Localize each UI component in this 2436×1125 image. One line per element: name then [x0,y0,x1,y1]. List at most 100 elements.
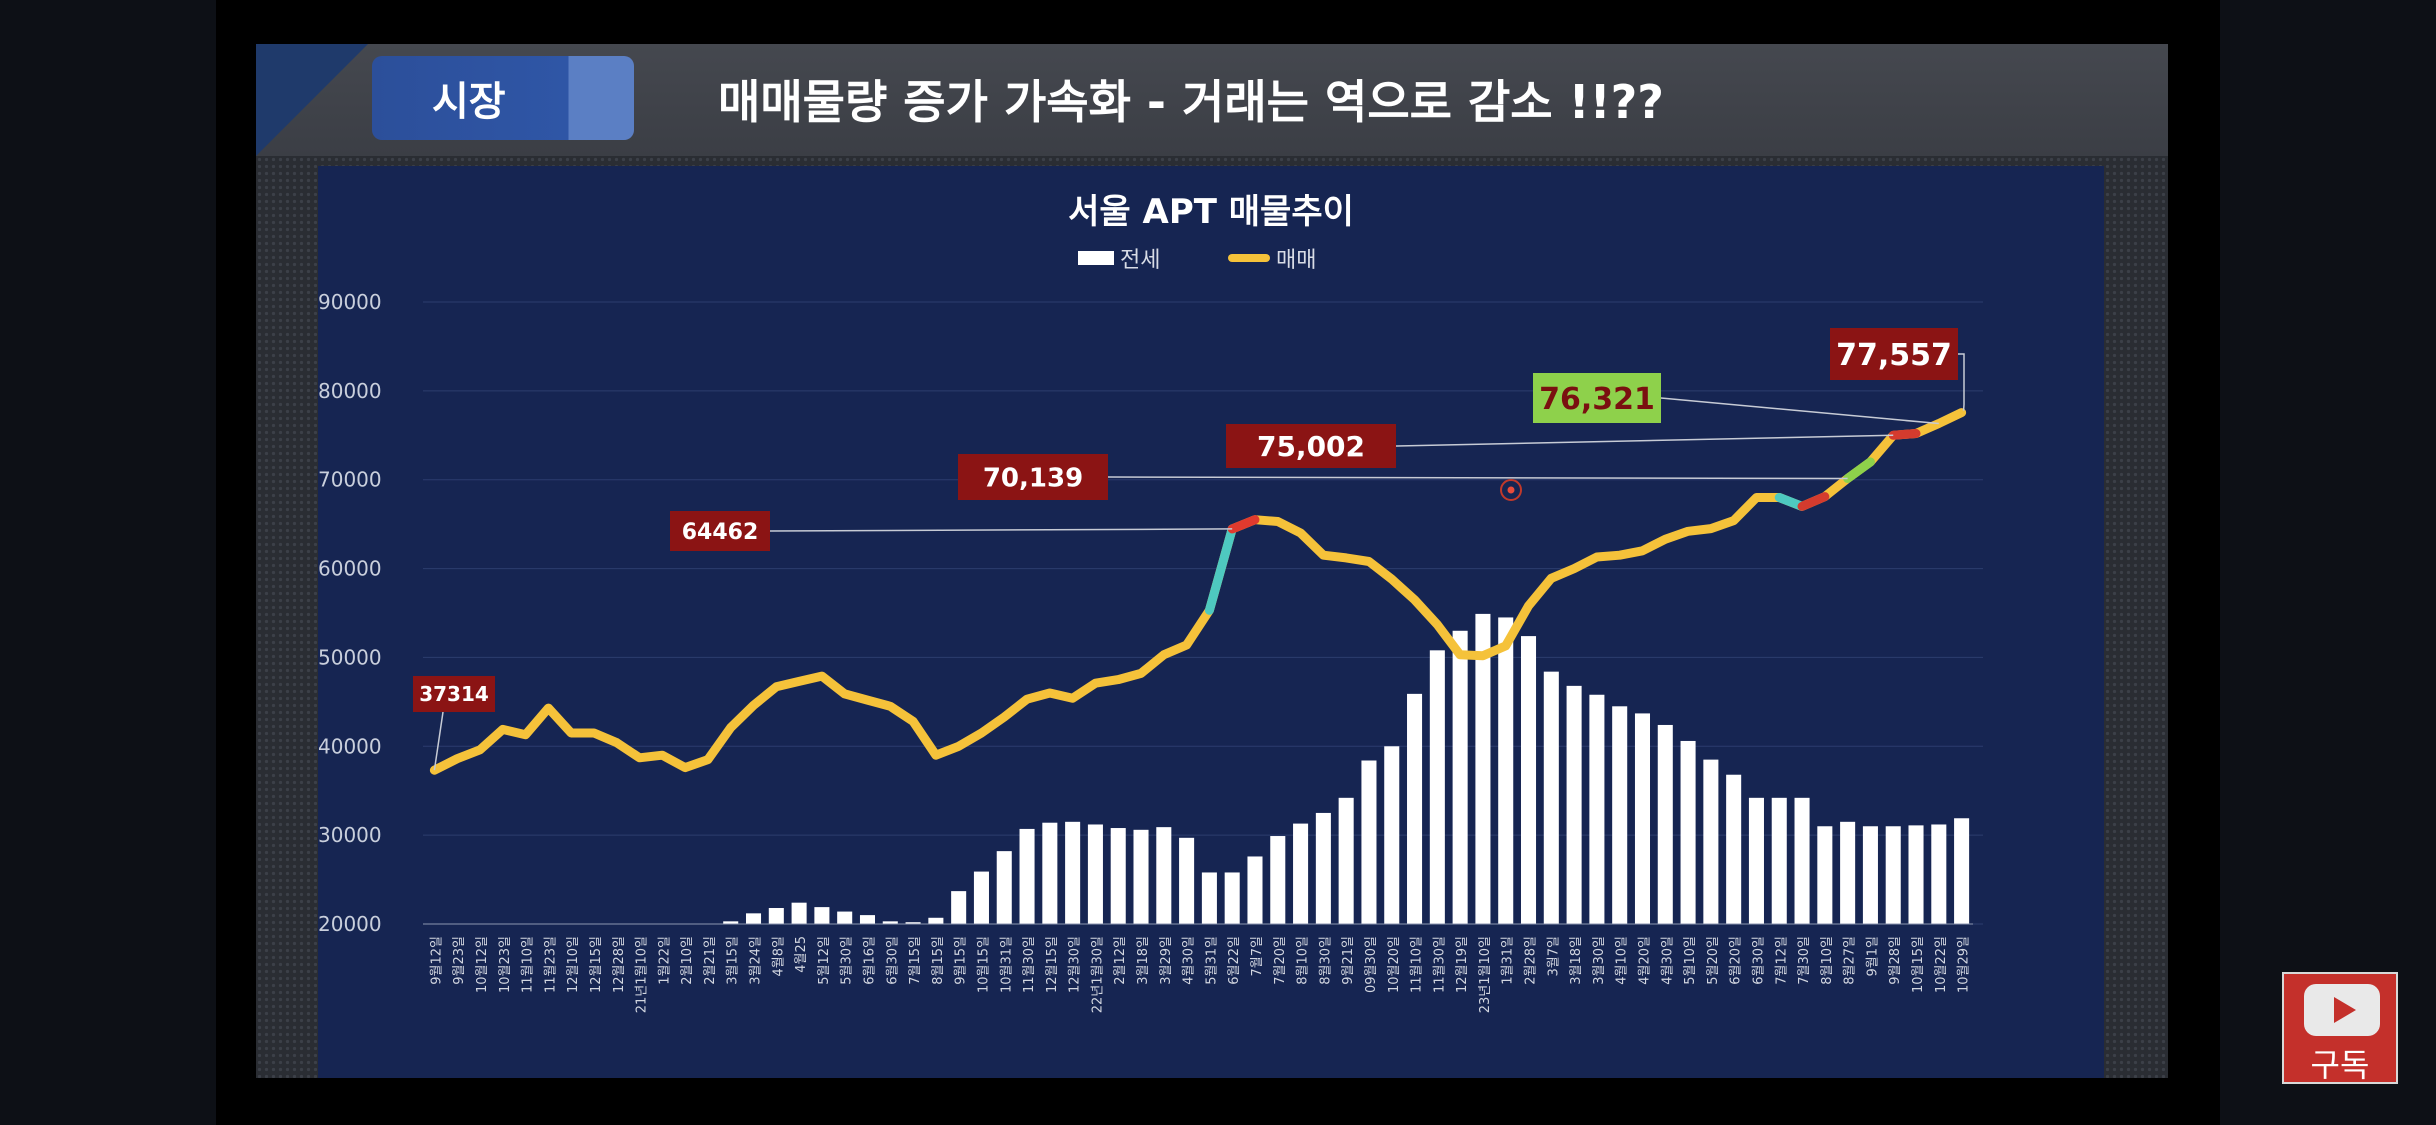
subscribe-label: 구독 [2310,1046,2370,1084]
annotation-leader [433,711,444,771]
bar [1110,828,1126,924]
x-tick-label: 9월28일 [1888,936,1903,985]
x-tick-label: 6월20일 [1729,936,1744,985]
line-series-path [429,408,1967,775]
y-tick-label: 40000 [318,734,382,758]
annotation-box [1226,424,1396,468]
x-tick-label: 09월30일 [1364,936,1379,993]
x-tick-label: 10월31일 [999,936,1014,993]
x-tick-label: 11월30일 [1432,936,1447,993]
bar [1817,826,1833,924]
bar [1703,759,1719,924]
bar [1657,724,1673,924]
bar [1520,636,1537,924]
x-tick-label: 21년1월10일 [635,936,650,1013]
bar [1794,797,1810,924]
x-tick-label: 23년1월10일 [1478,936,1493,1013]
chart-svg: 90000 80000 70000 60000 50000 40000 30000 20000… [318,290,1983,1013]
x-tick-label: 7월15일 [908,936,923,985]
x-tick-label: 3월29일 [1159,936,1174,985]
bar [1862,826,1878,924]
x-tick-label: 9월21일 [1341,936,1356,985]
x-tick-label: 3월18일 [1569,936,1584,985]
x-tick-label: 7월12일 [1774,936,1789,985]
x-tick-label: 5월31일 [1204,936,1219,985]
x-tick-label: 12월15일 [589,936,604,993]
bar [1338,797,1354,924]
bar [1201,872,1217,924]
x-tick-label: 11월10일 [1410,936,1425,993]
bar [1498,617,1514,924]
annotation-box [1533,373,1661,423]
x-tick-label: 4월30일 [1660,936,1675,985]
y-tick-label: 30000 [318,823,382,847]
x-tick-label: 8월30일 [1318,936,1333,985]
bar [1634,713,1651,924]
x-tick-label: 2월21일 [703,936,718,985]
youtube-play-icon [2304,984,2380,1036]
highlight-segment [1843,457,1875,483]
legend-item-line: 매매 [1228,242,1316,274]
bar [973,871,989,924]
bar [1042,822,1058,924]
x-tick-label: 11월23일 [543,936,558,993]
annotation-box [413,676,495,712]
x-tick-label: 7월30일 [1797,936,1812,985]
bar [768,908,784,924]
bar [1726,774,1742,924]
x-tick-label: 11월30일 [1022,936,1037,993]
bar [905,922,921,924]
x-tick-label: 10월23일 [498,936,513,993]
x-tick-label: 10월15일 [1911,936,1926,993]
bar [1429,650,1445,924]
annotation-box [1830,328,1958,380]
bar [791,902,807,924]
x-tick-label: 4월25 [794,936,809,973]
annotation-box [958,454,1108,500]
bar [1931,824,1947,924]
y-tick-label: 70000 [318,468,382,492]
bar [1612,706,1628,924]
bar [1771,797,1787,924]
x-tick-label: 6월16일 [862,936,877,985]
y-tick-label: 50000 [318,645,382,669]
x-tick-label: 4월30일 [1182,936,1197,985]
legend-label-bar: 전세 [1120,248,1161,273]
annotation-label: 75,002 [1257,430,1365,463]
bar [1156,827,1172,924]
bar [1270,836,1286,924]
annotation-leader [769,528,1233,532]
cursor-marker-dot [1507,486,1515,494]
x-tick-label: 8월10일 [1296,936,1311,985]
bar [1589,694,1605,924]
x-tick-label: 3월24일 [749,936,764,985]
x-tick-label: 9월15일 [954,936,969,985]
annotation-leader [1954,353,1965,411]
x-tick-label: 10월29일 [1957,936,1972,993]
bar [1384,746,1400,924]
annotation-leader [1107,476,1848,480]
annotation-label: 77,557 [1836,338,1952,373]
section-badge: 시장 [372,56,634,140]
right-letterbox [2220,0,2436,1125]
chart-legend: 전세 매매 [318,242,2104,274]
x-tick-label: 3월30일 [1592,936,1607,985]
highlight-segment [1888,429,1921,440]
bar [1840,821,1856,924]
x-tick-label: 5월12일 [817,936,832,985]
x-tick-label: 2월10일 [680,936,695,985]
bar [1885,826,1901,924]
x-tick-label: 3월7일 [1546,936,1561,976]
bar [882,921,898,924]
title-bar: 시장 매매물량 증가 가속화 - 거래는 역으로 감소 !!?? [256,44,2168,156]
annotation-label: 37314 [419,682,489,706]
subscribe-button[interactable]: 구독 [2282,972,2398,1084]
x-tick-label: 12월15일 [1045,936,1060,993]
highlight-segment [1227,515,1260,534]
x-tick-label: 12월28일 [612,936,627,993]
x-tick-label: 1월31일 [1501,936,1516,985]
bar [837,911,853,924]
highlight-segment [1797,492,1830,511]
bar [814,907,830,924]
cursor-marker [1500,479,1522,501]
